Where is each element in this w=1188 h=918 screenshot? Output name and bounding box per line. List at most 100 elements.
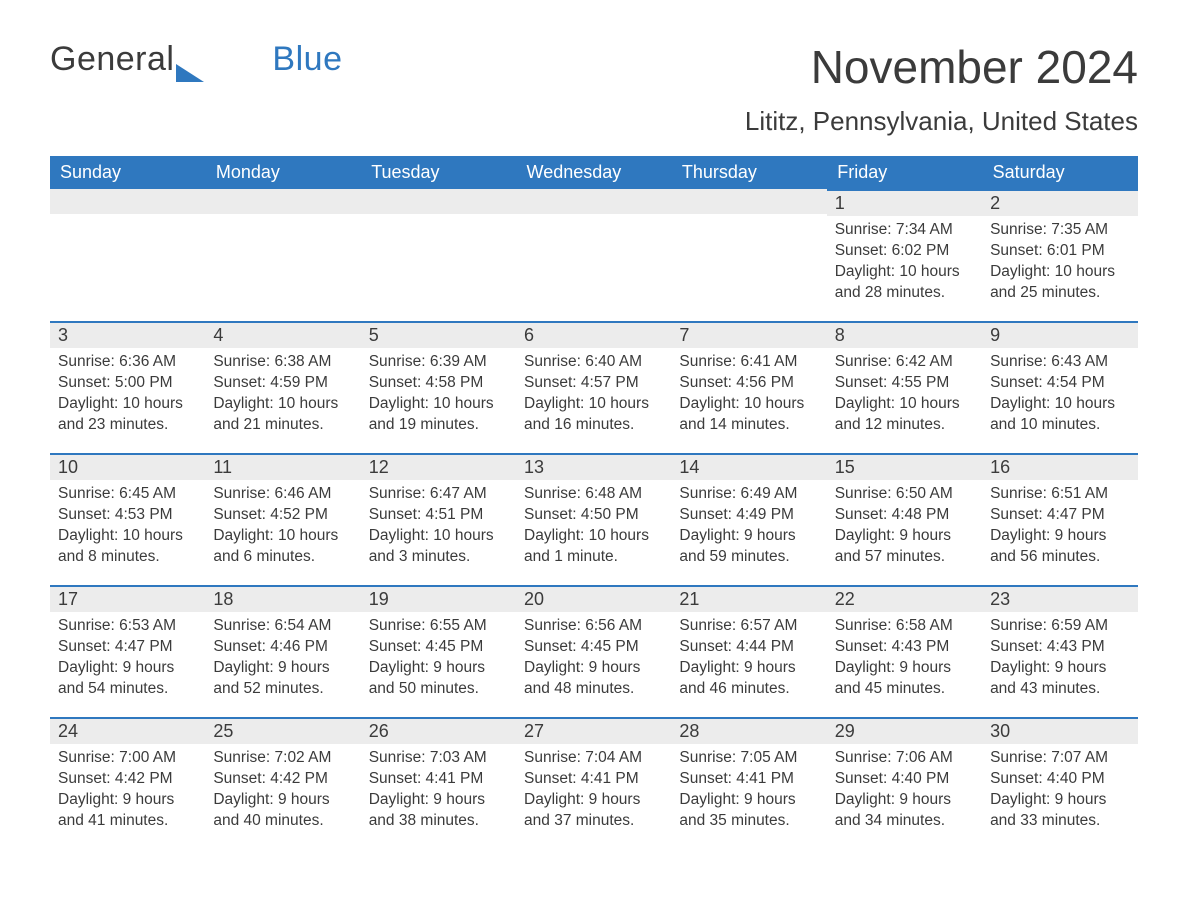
calendar-day-cell: 24Sunrise: 7:00 AMSunset: 4:42 PMDayligh… — [50, 717, 205, 849]
day-daylight1-text: Daylight: 10 hours — [524, 526, 663, 547]
day-number: 12 — [361, 455, 516, 480]
day-daylight2-text: and 41 minutes. — [58, 811, 197, 832]
day-details: Sunrise: 6:38 AMSunset: 4:59 PMDaylight:… — [205, 348, 360, 446]
day-sunset-text: Sunset: 4:50 PM — [524, 505, 663, 526]
day-number: 23 — [982, 587, 1137, 612]
calendar-day-cell: 29Sunrise: 7:06 AMSunset: 4:40 PMDayligh… — [827, 717, 982, 849]
day-sunrise-text: Sunrise: 7:03 AM — [369, 748, 508, 769]
day-daylight1-text: Daylight: 10 hours — [213, 394, 352, 415]
day-number: 25 — [205, 719, 360, 744]
day-daylight2-text: and 59 minutes. — [679, 547, 818, 568]
day-number: 11 — [205, 455, 360, 480]
day-number: 15 — [827, 455, 982, 480]
day-sunset-text: Sunset: 4:54 PM — [990, 373, 1129, 394]
day-details: Sunrise: 6:43 AMSunset: 4:54 PMDaylight:… — [982, 348, 1137, 446]
calendar-day-cell — [671, 189, 826, 321]
day-daylight2-text: and 34 minutes. — [835, 811, 974, 832]
day-daylight1-text: Daylight: 9 hours — [369, 658, 508, 679]
weekday-header: Monday — [205, 156, 360, 189]
day-daylight2-text: and 56 minutes. — [990, 547, 1129, 568]
day-number: 6 — [516, 323, 671, 348]
day-daylight1-text: Daylight: 9 hours — [679, 658, 818, 679]
day-number: 4 — [205, 323, 360, 348]
day-sunrise-text: Sunrise: 6:39 AM — [369, 352, 508, 373]
day-daylight1-text: Daylight: 10 hours — [369, 394, 508, 415]
day-details: Sunrise: 7:07 AMSunset: 4:40 PMDaylight:… — [982, 744, 1137, 842]
calendar-week-row: 3Sunrise: 6:36 AMSunset: 5:00 PMDaylight… — [50, 321, 1138, 453]
day-daylight2-text: and 19 minutes. — [369, 415, 508, 436]
day-details: Sunrise: 7:05 AMSunset: 4:41 PMDaylight:… — [671, 744, 826, 842]
day-sunset-text: Sunset: 4:42 PM — [213, 769, 352, 790]
day-details: Sunrise: 6:42 AMSunset: 4:55 PMDaylight:… — [827, 348, 982, 446]
day-sunset-text: Sunset: 6:01 PM — [990, 241, 1129, 262]
day-daylight2-text: and 25 minutes. — [990, 283, 1129, 304]
day-sunrise-text: Sunrise: 6:57 AM — [679, 616, 818, 637]
day-number: 26 — [361, 719, 516, 744]
day-details: Sunrise: 7:35 AMSunset: 6:01 PMDaylight:… — [982, 216, 1137, 314]
day-number: 2 — [982, 191, 1137, 216]
calendar-day-cell: 25Sunrise: 7:02 AMSunset: 4:42 PMDayligh… — [205, 717, 360, 849]
day-sunset-text: Sunset: 4:41 PM — [524, 769, 663, 790]
day-sunrise-text: Sunrise: 6:59 AM — [990, 616, 1129, 637]
day-number: 8 — [827, 323, 982, 348]
day-number: 28 — [671, 719, 826, 744]
day-daylight1-text: Daylight: 9 hours — [835, 526, 974, 547]
day-sunrise-text: Sunrise: 7:06 AM — [835, 748, 974, 769]
day-daylight2-text: and 28 minutes. — [835, 283, 974, 304]
day-daylight2-text: and 38 minutes. — [369, 811, 508, 832]
day-daylight1-text: Daylight: 9 hours — [835, 658, 974, 679]
day-daylight2-text: and 43 minutes. — [990, 679, 1129, 700]
day-sunrise-text: Sunrise: 6:56 AM — [524, 616, 663, 637]
day-sunrise-text: Sunrise: 6:43 AM — [990, 352, 1129, 373]
day-details: Sunrise: 6:55 AMSunset: 4:45 PMDaylight:… — [361, 612, 516, 710]
day-details: Sunrise: 6:50 AMSunset: 4:48 PMDaylight:… — [827, 480, 982, 578]
day-sunset-text: Sunset: 4:43 PM — [835, 637, 974, 658]
day-sunset-text: Sunset: 4:43 PM — [990, 637, 1129, 658]
calendar-table: Sunday Monday Tuesday Wednesday Thursday… — [50, 156, 1138, 849]
day-sunset-text: Sunset: 4:42 PM — [58, 769, 197, 790]
calendar-day-cell: 3Sunrise: 6:36 AMSunset: 5:00 PMDaylight… — [50, 321, 205, 453]
day-number: 7 — [671, 323, 826, 348]
calendar-week-row: 1Sunrise: 7:34 AMSunset: 6:02 PMDaylight… — [50, 189, 1138, 321]
day-number: 13 — [516, 455, 671, 480]
day-sunset-text: Sunset: 4:56 PM — [679, 373, 818, 394]
day-number: 30 — [982, 719, 1137, 744]
day-details: Sunrise: 6:53 AMSunset: 4:47 PMDaylight:… — [50, 612, 205, 710]
calendar-day-cell: 2Sunrise: 7:35 AMSunset: 6:01 PMDaylight… — [982, 189, 1137, 321]
day-daylight2-text: and 10 minutes. — [990, 415, 1129, 436]
calendar-day-cell: 16Sunrise: 6:51 AMSunset: 4:47 PMDayligh… — [982, 453, 1137, 585]
calendar-day-cell: 6Sunrise: 6:40 AMSunset: 4:57 PMDaylight… — [516, 321, 671, 453]
brand-triangle-icon — [176, 52, 204, 91]
day-daylight1-text: Daylight: 9 hours — [213, 658, 352, 679]
day-sunrise-text: Sunrise: 7:04 AM — [524, 748, 663, 769]
day-sunrise-text: Sunrise: 7:35 AM — [990, 220, 1129, 241]
day-daylight1-text: Daylight: 9 hours — [524, 658, 663, 679]
day-sunset-text: Sunset: 4:51 PM — [369, 505, 508, 526]
day-daylight2-text: and 52 minutes. — [213, 679, 352, 700]
day-sunset-text: Sunset: 4:49 PM — [679, 505, 818, 526]
weekday-header: Wednesday — [516, 156, 671, 189]
calendar-day-cell: 12Sunrise: 6:47 AMSunset: 4:51 PMDayligh… — [361, 453, 516, 585]
day-daylight2-text: and 21 minutes. — [213, 415, 352, 436]
calendar-day-cell — [205, 189, 360, 321]
day-sunset-text: Sunset: 4:53 PM — [58, 505, 197, 526]
day-details: Sunrise: 7:00 AMSunset: 4:42 PMDaylight:… — [50, 744, 205, 842]
day-number: 5 — [361, 323, 516, 348]
day-number: 19 — [361, 587, 516, 612]
day-daylight2-text: and 16 minutes. — [524, 415, 663, 436]
day-sunrise-text: Sunrise: 7:07 AM — [990, 748, 1129, 769]
calendar-day-cell: 5Sunrise: 6:39 AMSunset: 4:58 PMDaylight… — [361, 321, 516, 453]
day-number: 3 — [50, 323, 205, 348]
calendar-day-cell: 26Sunrise: 7:03 AMSunset: 4:41 PMDayligh… — [361, 717, 516, 849]
day-daylight1-text: Daylight: 10 hours — [835, 394, 974, 415]
day-sunrise-text: Sunrise: 6:45 AM — [58, 484, 197, 505]
day-sunrise-text: Sunrise: 6:36 AM — [58, 352, 197, 373]
day-daylight1-text: Daylight: 9 hours — [990, 526, 1129, 547]
brand-word-1: General — [50, 40, 174, 78]
calendar-day-cell: 11Sunrise: 6:46 AMSunset: 4:52 PMDayligh… — [205, 453, 360, 585]
day-daylight1-text: Daylight: 9 hours — [524, 790, 663, 811]
day-number: 22 — [827, 587, 982, 612]
day-daylight1-text: Daylight: 9 hours — [990, 790, 1129, 811]
day-number: 1 — [827, 191, 982, 216]
day-details: Sunrise: 7:34 AMSunset: 6:02 PMDaylight:… — [827, 216, 982, 314]
